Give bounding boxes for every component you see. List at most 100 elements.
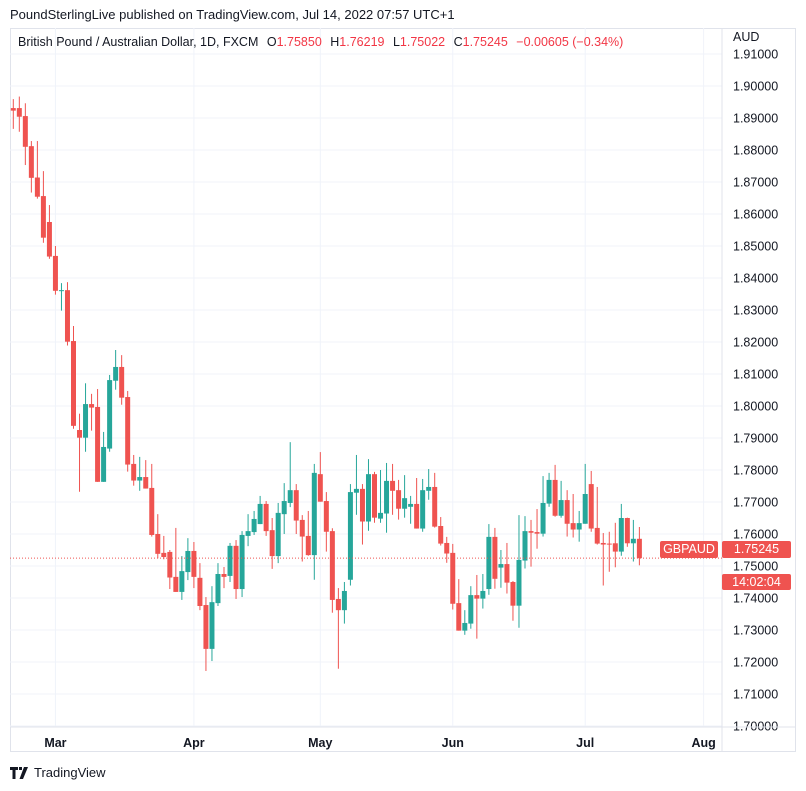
candle-body bbox=[269, 530, 275, 557]
candle bbox=[257, 495, 263, 525]
candle bbox=[64, 282, 70, 346]
tradingview-logo-icon bbox=[10, 766, 28, 779]
candle-body bbox=[408, 503, 414, 507]
candle bbox=[305, 510, 311, 556]
candle-body bbox=[143, 477, 149, 489]
candle-body bbox=[347, 492, 353, 580]
candle-body bbox=[137, 477, 143, 481]
candle-body bbox=[474, 595, 480, 599]
candle-body bbox=[498, 564, 504, 568]
candle-body bbox=[245, 531, 251, 536]
candle-body bbox=[456, 603, 462, 631]
candle-body bbox=[95, 406, 101, 482]
candle-body bbox=[167, 551, 173, 578]
candle-body bbox=[77, 430, 83, 438]
candle-body bbox=[155, 534, 161, 554]
price-tick-label: 1.91000 bbox=[733, 48, 778, 62]
candle-body bbox=[71, 341, 76, 426]
candle-body bbox=[251, 518, 257, 533]
candle bbox=[576, 510, 582, 542]
candle bbox=[46, 205, 52, 259]
candle bbox=[209, 586, 215, 662]
candle-body bbox=[113, 366, 119, 381]
candle-body bbox=[450, 552, 456, 604]
candle bbox=[233, 540, 239, 599]
candle-body bbox=[359, 488, 365, 522]
candle-body bbox=[101, 446, 107, 482]
candle-body bbox=[161, 552, 167, 558]
price-tick-label: 1.85000 bbox=[733, 240, 778, 254]
candle bbox=[624, 517, 630, 547]
candle-body bbox=[287, 490, 293, 503]
price-tick-label: 1.84000 bbox=[733, 272, 778, 286]
candle bbox=[52, 246, 58, 295]
candle bbox=[636, 526, 642, 566]
candle bbox=[347, 484, 353, 586]
candle bbox=[588, 470, 594, 532]
candle-body bbox=[612, 543, 618, 552]
candle-body bbox=[372, 474, 377, 518]
candle bbox=[378, 470, 384, 523]
footer-brand[interactable]: TradingView bbox=[10, 765, 106, 780]
candle bbox=[353, 454, 359, 515]
candle-body bbox=[390, 480, 396, 491]
candle-body bbox=[444, 542, 450, 554]
candle-body bbox=[618, 518, 624, 552]
candle-body bbox=[215, 574, 221, 604]
candle-body bbox=[396, 490, 402, 509]
candle bbox=[197, 563, 203, 611]
candle bbox=[414, 478, 420, 529]
candle bbox=[179, 556, 185, 600]
candle bbox=[28, 141, 34, 193]
candle-body bbox=[329, 531, 335, 600]
candle bbox=[89, 393, 95, 431]
candle bbox=[474, 574, 480, 639]
candle-body bbox=[263, 503, 269, 532]
candle bbox=[101, 431, 107, 482]
high-label: H bbox=[330, 35, 340, 49]
price-axis-unit[interactable]: AUD bbox=[733, 30, 760, 44]
candle bbox=[510, 581, 516, 621]
time-tick-label: Jun bbox=[442, 736, 464, 750]
candle-body bbox=[125, 397, 131, 465]
candle bbox=[612, 522, 618, 568]
candle-body bbox=[179, 571, 185, 592]
candle bbox=[173, 527, 179, 592]
candle-body bbox=[341, 590, 347, 611]
candle-body bbox=[281, 501, 287, 515]
candle-body bbox=[257, 503, 263, 525]
candle bbox=[522, 516, 528, 569]
candle bbox=[119, 355, 125, 405]
candle-body bbox=[293, 490, 299, 521]
candle bbox=[251, 510, 257, 535]
price-tick-label: 1.71000 bbox=[733, 688, 778, 702]
candle bbox=[40, 171, 46, 243]
candle-body bbox=[46, 222, 52, 257]
candle bbox=[191, 542, 197, 589]
candle bbox=[408, 495, 414, 524]
candle bbox=[390, 463, 396, 515]
candle bbox=[95, 389, 101, 482]
time-tick-label: May bbox=[308, 736, 332, 750]
candle-body bbox=[275, 512, 281, 557]
candle-body bbox=[64, 290, 70, 342]
candle-body bbox=[468, 595, 474, 624]
candle bbox=[58, 283, 64, 311]
candle bbox=[504, 542, 510, 594]
candle-body bbox=[600, 542, 606, 545]
candle bbox=[269, 518, 275, 569]
price-tick-label: 1.82000 bbox=[733, 336, 778, 350]
candle-body bbox=[185, 550, 191, 573]
candle bbox=[227, 542, 233, 582]
candle-body bbox=[588, 484, 594, 529]
candle bbox=[606, 531, 612, 572]
candle bbox=[486, 524, 492, 595]
candle-body bbox=[239, 534, 245, 590]
publisher-line: PoundSterlingLive published on TradingVi… bbox=[10, 7, 455, 22]
candle-body bbox=[564, 500, 570, 524]
candle-body bbox=[426, 486, 432, 491]
time-tick-label: Apr bbox=[183, 736, 205, 750]
candle-body bbox=[227, 545, 233, 576]
candle bbox=[77, 413, 83, 492]
